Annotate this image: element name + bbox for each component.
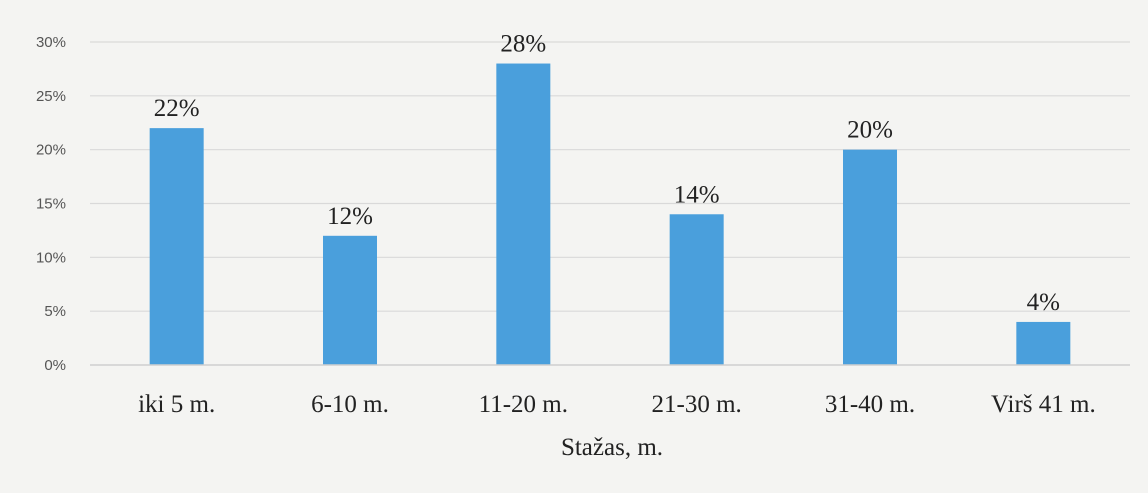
- data-label: 28%: [500, 31, 546, 58]
- x-tick-label: iki 5 m.: [138, 391, 215, 418]
- y-tick-label: 30%: [36, 34, 66, 51]
- y-tick-label: 0%: [44, 357, 66, 374]
- y-tick-label: 25%: [36, 88, 66, 105]
- y-axis-ticks: 0% 5% 10% 15% 20% 25% 30%: [36, 34, 66, 374]
- bar: [669, 214, 724, 365]
- x-axis-title: Stažas, m.: [561, 434, 663, 461]
- data-label: 4%: [1027, 289, 1060, 316]
- bar: [323, 235, 377, 365]
- data-label: 12%: [327, 203, 373, 230]
- x-tick-label: 31-40 m.: [825, 391, 915, 418]
- x-tick-label: 21-30 m.: [652, 391, 742, 418]
- x-axis-ticks: iki 5 m. 6-10 m. 11-20 m. 21-30 m. 31-40 m. V…: [138, 391, 1096, 418]
- bar: [149, 128, 204, 365]
- y-tick-label: 15%: [36, 196, 66, 213]
- bars: [149, 63, 1071, 366]
- bar: [496, 63, 551, 366]
- gridlines: [90, 41, 1130, 312]
- data-label: 20%: [847, 117, 893, 144]
- data-label: 14%: [674, 181, 720, 208]
- x-tick-label: 11-20 m.: [479, 391, 568, 418]
- bar: [843, 149, 897, 365]
- data-label: 22%: [154, 95, 200, 122]
- y-tick-label: 5%: [44, 303, 66, 320]
- bar: [1016, 321, 1071, 365]
- y-tick-label: 20%: [36, 142, 66, 159]
- y-tick-label: 10%: [36, 249, 66, 266]
- x-tick-label: 6-10 m.: [311, 391, 389, 418]
- data-labels: 22% 12% 28% 14% 20% 4%: [154, 31, 1060, 316]
- x-tick-label: Virš 41 m.: [991, 391, 1096, 418]
